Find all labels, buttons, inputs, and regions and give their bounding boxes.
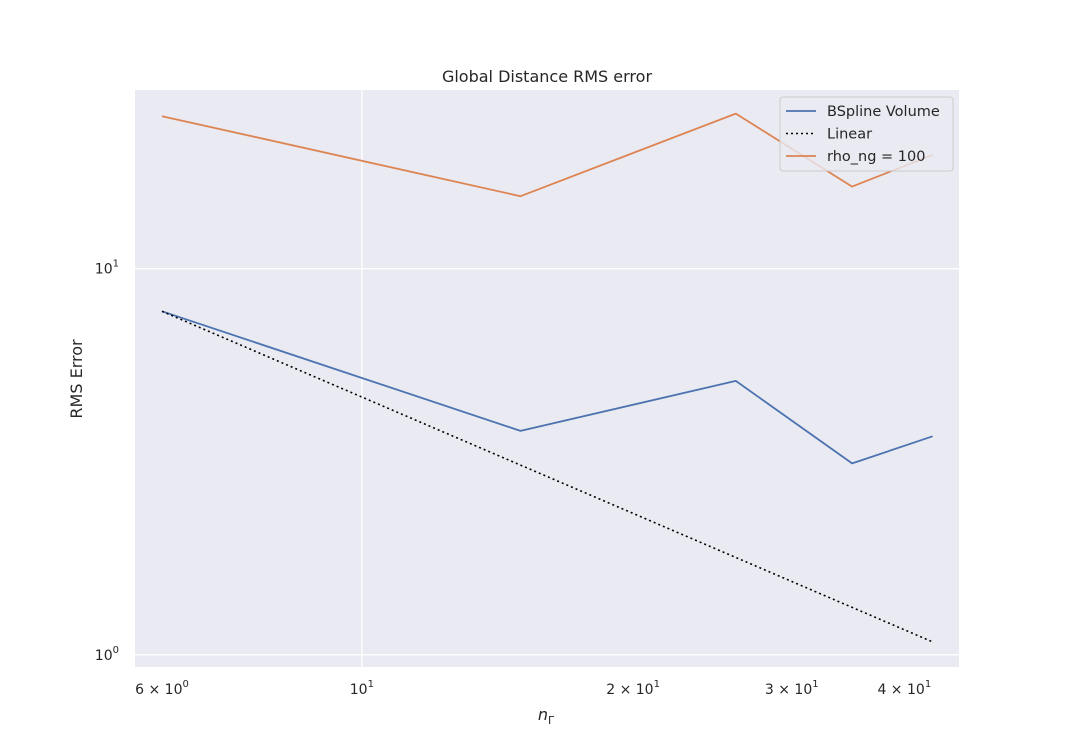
x-tick-label: 6 × 100: [135, 679, 189, 698]
x-tick-label: 4 × 101: [877, 679, 931, 698]
series-layer: [161, 112, 933, 643]
legend-label-0: BSpline Volume: [827, 104, 940, 120]
y-axis-label: RMS Error: [67, 339, 86, 419]
chart-title: Global Distance RMS error: [442, 67, 652, 86]
legend-label-1: Linear: [827, 127, 872, 143]
legend-label-2: rho_ng = 100: [827, 149, 925, 165]
legend: BSpline Volume Linear rho_ng = 100: [779, 96, 954, 172]
x-axis-label: nΓ: [538, 705, 555, 727]
x-axis-ticks: 6 × 100 101 2 × 101 3 × 101 4 × 101: [135, 679, 931, 698]
y-tick-label: 101: [95, 259, 119, 278]
y-tick-label: 100: [95, 645, 119, 664]
legend-box: [779, 96, 954, 172]
x-tick-label: 3 × 101: [765, 679, 819, 698]
x-tick-label: 2 × 101: [606, 679, 660, 698]
series-line-2: [161, 112, 933, 198]
y-axis-ticks: 100 101: [95, 259, 119, 664]
x-tick-label: 101: [350, 679, 374, 698]
series-line-0: [161, 310, 933, 465]
